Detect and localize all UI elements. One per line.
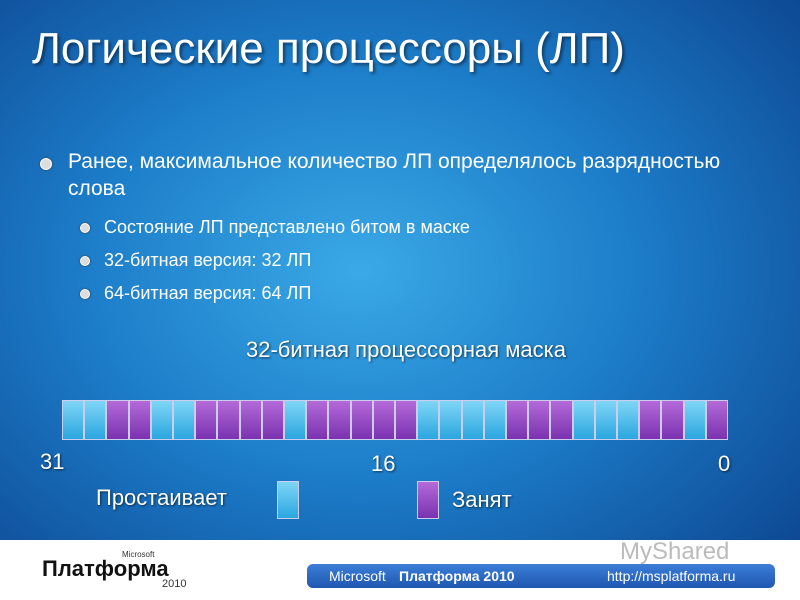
bit-cell bbox=[173, 400, 196, 440]
bit-label: 16 bbox=[371, 451, 396, 476]
watermark: MyShared bbox=[620, 538, 730, 565]
logo-vendor: Microsoft bbox=[122, 550, 155, 559]
bit-label: 0 bbox=[718, 451, 731, 476]
bit-cell bbox=[217, 400, 240, 440]
legend-label: Занят bbox=[452, 487, 512, 512]
bit-cell bbox=[350, 400, 373, 440]
bit-cell bbox=[284, 400, 307, 440]
subbullet-text: 32-битная версия: 32 ЛП bbox=[104, 250, 312, 270]
bit-cell bbox=[62, 400, 85, 440]
bit-cell bbox=[705, 400, 728, 440]
mask-label: 32-битная процессорная маска bbox=[246, 337, 566, 362]
bit-cell bbox=[683, 400, 706, 440]
legend-swatch bbox=[417, 481, 439, 519]
bit-cell bbox=[439, 400, 462, 440]
bit-cell bbox=[128, 400, 151, 440]
subbullet-text: 64-битная версия: 64 ЛП bbox=[104, 283, 312, 303]
bit-cell bbox=[372, 400, 395, 440]
bullet-icon bbox=[80, 289, 90, 299]
bullet-text: Ранее, максимальное количество ЛП опреде… bbox=[68, 150, 721, 200]
bit-cell bbox=[506, 400, 529, 440]
bit-cell bbox=[594, 400, 617, 440]
bit-cell bbox=[550, 400, 573, 440]
bit-cell bbox=[461, 400, 484, 440]
legend-label: Простаивает bbox=[96, 485, 227, 510]
bit-cell bbox=[195, 400, 218, 440]
logo-year: 2010 bbox=[162, 578, 187, 590]
bit-cell bbox=[239, 400, 262, 440]
bit-cell bbox=[528, 400, 551, 440]
bit-cell bbox=[106, 400, 129, 440]
bit-cell bbox=[306, 400, 329, 440]
legend-swatch bbox=[277, 481, 299, 519]
bullet-icon bbox=[80, 223, 90, 233]
bit-cell bbox=[617, 400, 640, 440]
bit-cell bbox=[150, 400, 173, 440]
footer-vendor: Microsoft bbox=[329, 568, 386, 584]
bit-cell bbox=[483, 400, 506, 440]
bit-cell bbox=[417, 400, 440, 440]
bit-cell bbox=[661, 400, 684, 440]
slide-title: Логические процессоры (ЛП) bbox=[32, 24, 625, 73]
footer-product: Платформа 2010 bbox=[399, 568, 515, 584]
bit-cell bbox=[328, 400, 351, 440]
subbullet-text: Состояние ЛП представлено битом в маске bbox=[104, 217, 470, 237]
bullet-icon bbox=[80, 256, 90, 266]
bit-cell bbox=[261, 400, 284, 440]
footer-url: http://msplatforma.ru bbox=[607, 568, 736, 584]
bit-cell bbox=[395, 400, 418, 440]
bit-cell bbox=[84, 400, 107, 440]
bit-cell bbox=[639, 400, 662, 440]
footer-bar: Microsoft Платформа 2010 http://msplatfo… bbox=[307, 564, 775, 588]
bullet-icon bbox=[40, 158, 52, 170]
logo-text: Платформа bbox=[42, 556, 169, 581]
bit-cell bbox=[572, 400, 595, 440]
bit-label: 31 bbox=[40, 449, 65, 474]
